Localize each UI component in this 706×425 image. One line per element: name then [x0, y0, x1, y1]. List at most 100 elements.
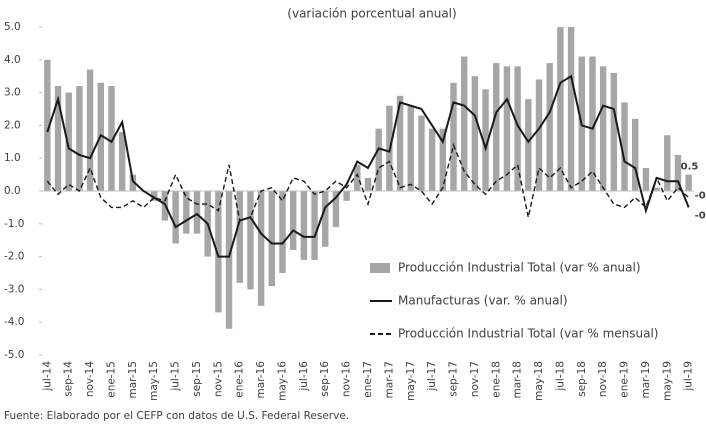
bar — [599, 66, 607, 191]
bar — [118, 131, 126, 191]
x-tick-label: ene-17 — [362, 361, 374, 398]
x-tick-label: nov-18 — [597, 361, 609, 397]
y-tick-label: -5.0 — [4, 349, 25, 361]
bar — [247, 191, 254, 290]
x-tick-label: sep-16 — [319, 361, 331, 397]
bar — [364, 177, 372, 191]
bar — [546, 63, 553, 191]
legend-label: Producción Industrial Total (var % mensu… — [398, 327, 659, 341]
y-tick-label: 4.0 — [4, 54, 21, 66]
data-label: 0.5 — [681, 162, 699, 173]
x-tick-label: may-15 — [148, 361, 160, 401]
bar — [76, 86, 83, 191]
bar — [129, 174, 137, 191]
x-tick-label: may-19 — [661, 361, 673, 401]
bar — [525, 99, 532, 191]
x-tick-label: mar-17 — [383, 361, 395, 398]
bar — [460, 56, 468, 191]
x-tick-label: nov-15 — [212, 361, 224, 397]
bar — [322, 191, 329, 247]
bar — [236, 191, 243, 283]
bar — [375, 128, 382, 191]
bar — [44, 59, 51, 191]
data-label: -0.2 — [695, 191, 706, 202]
legend-swatch — [370, 263, 390, 273]
bar — [407, 105, 414, 191]
bar — [332, 191, 340, 228]
bar — [632, 118, 639, 191]
x-tick-label: jul-17 — [426, 361, 438, 392]
bar — [418, 115, 425, 191]
bar — [610, 72, 618, 191]
bar — [450, 82, 457, 191]
x-tick-label: ene-19 — [619, 361, 631, 398]
bar — [86, 69, 94, 191]
bar — [54, 86, 62, 191]
bar — [621, 102, 628, 191]
x-tick-label: mar-18 — [512, 361, 524, 398]
y-tick-label: -4.0 — [4, 316, 25, 328]
bar — [225, 191, 233, 329]
x-tick-label: sep-18 — [576, 361, 588, 397]
x-tick-label: sep-14 — [63, 361, 75, 397]
x-tick-label: nov-14 — [84, 361, 96, 397]
bar — [300, 191, 308, 260]
y-tick-label: 1.0 — [4, 152, 21, 164]
bar — [354, 164, 361, 191]
bar — [503, 66, 511, 191]
legend: Producción Industrial Total (var % anual… — [370, 261, 659, 341]
y-tick-label: -1.0 — [4, 218, 25, 230]
y-tick-label: -3.0 — [4, 283, 25, 295]
x-tick-label: nov-16 — [341, 361, 353, 397]
x-tick-label: may-16 — [276, 361, 288, 401]
x-tick-label: jul-15 — [170, 361, 182, 392]
bar — [439, 128, 447, 191]
bar — [428, 128, 436, 191]
x-tick-label: jul-16 — [298, 361, 310, 392]
x-tick-label: may-17 — [405, 361, 417, 401]
bar — [653, 187, 660, 191]
bar — [396, 95, 404, 191]
bar — [215, 191, 222, 313]
bar — [471, 76, 479, 191]
x-tick-label: ene-15 — [105, 361, 117, 398]
x-tick-label: mar-15 — [127, 361, 139, 398]
bar — [589, 56, 596, 191]
chart-title: (variación porcentual anual) — [287, 7, 456, 21]
y-tick-label: 3.0 — [4, 87, 21, 99]
x-tick-label: mar-19 — [640, 361, 652, 398]
bar — [183, 191, 190, 234]
bar — [493, 63, 500, 191]
bar — [514, 66, 521, 191]
x-tick-label: sep-17 — [448, 361, 460, 397]
legend-label: Manufacturas (var. % anual) — [398, 294, 568, 308]
legend-label: Producción Industrial Total (var % anual… — [398, 261, 641, 275]
line — [46, 142, 690, 222]
x-tick-label: sep-15 — [191, 361, 203, 397]
bar — [289, 191, 297, 251]
y-tick-label: 0.0 — [4, 185, 21, 197]
x-tick-label: ene-18 — [490, 361, 502, 398]
source-note: Fuente: Elaborado por el CEFP con datos … — [4, 410, 349, 422]
bar — [257, 191, 265, 306]
y-tick-label: 5.0 — [4, 21, 21, 33]
line — [46, 74, 690, 258]
x-tick-label: may-18 — [533, 361, 545, 401]
x-tick-label: nov-17 — [469, 361, 481, 397]
x-tick-label: jul-14 — [41, 361, 53, 392]
bar — [482, 89, 489, 191]
data-label: -0.5 — [695, 210, 706, 221]
bar — [535, 79, 543, 191]
bar — [557, 27, 564, 191]
bar — [567, 27, 575, 191]
x-tick-label: mar-16 — [255, 361, 267, 399]
x-tick-label: jul-18 — [554, 361, 566, 392]
bar — [151, 191, 158, 201]
bar — [311, 191, 318, 260]
bar — [172, 191, 179, 244]
bar — [642, 168, 650, 191]
bar — [108, 86, 115, 191]
y-tick-label: 2.0 — [4, 119, 21, 131]
y-tick-label: -2.0 — [4, 251, 25, 263]
bar — [664, 135, 671, 191]
